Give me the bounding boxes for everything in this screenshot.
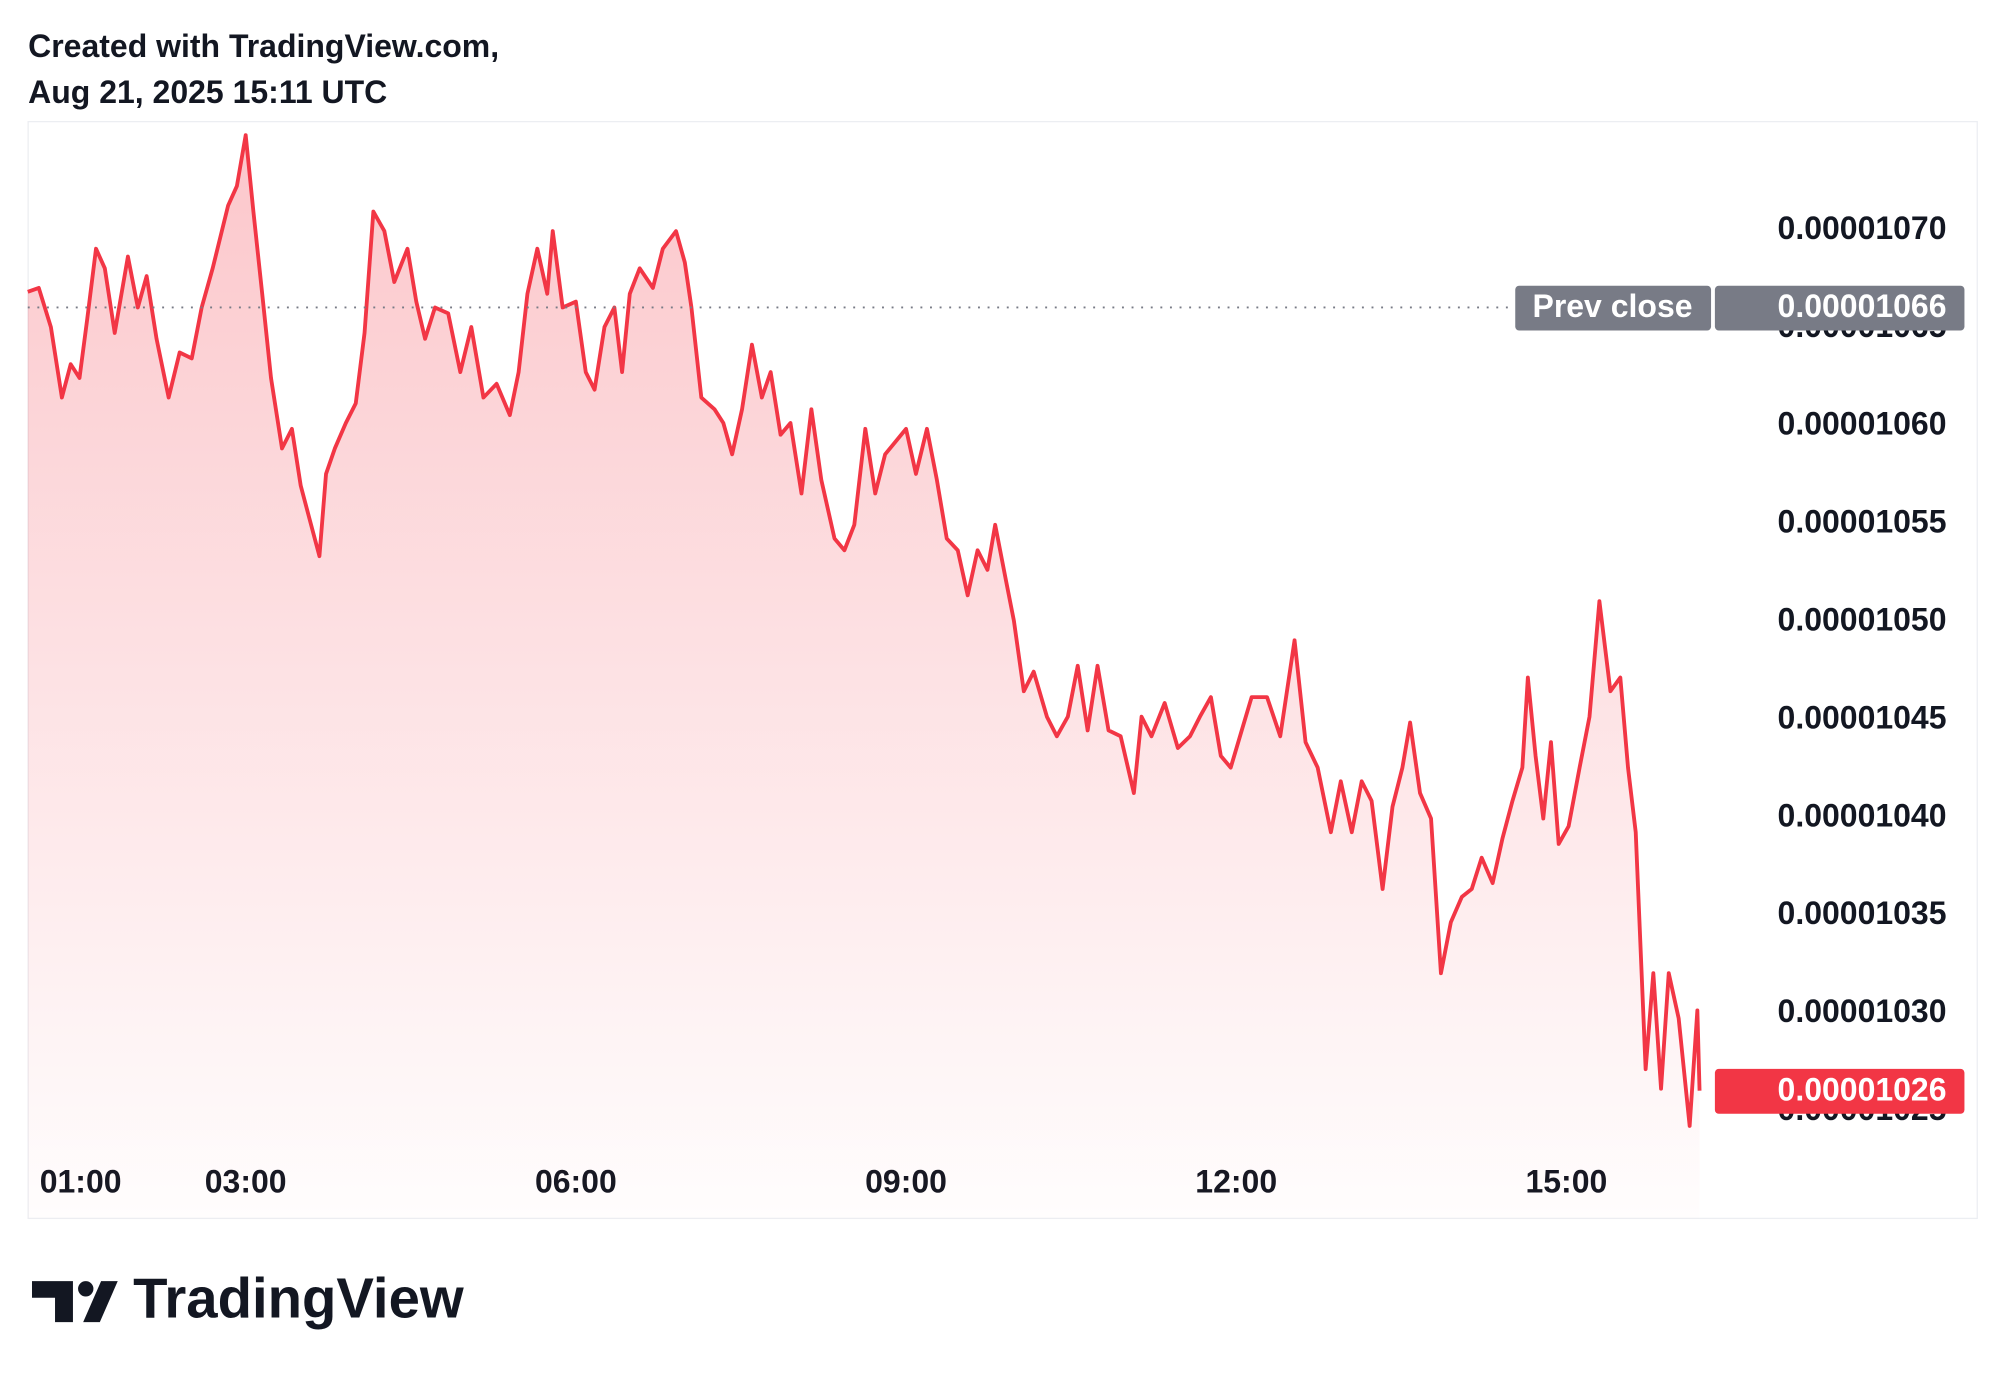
logo-icon	[31, 1281, 73, 1323]
last-price-value: 0.00001026	[1778, 1071, 1947, 1107]
y-tick-label: 0.00001055	[1778, 504, 1947, 540]
y-tick-label: 0.00001030	[1778, 993, 1947, 1029]
prev-close-value-badge	[1714, 285, 1965, 331]
y-tick-label: 0.00001070	[1778, 210, 1947, 246]
plot: 0.000010700.000010650.000010600.00001055…	[27, 133, 1965, 1219]
y-tick-label: 0.00001045	[1778, 699, 1947, 735]
prev-close-label: Prev close	[1532, 288, 1692, 324]
logo-icon	[78, 1281, 94, 1297]
area-fill	[27, 135, 1700, 1219]
y-tick-label: 0.00001035	[1778, 895, 1947, 931]
prev-close-value: 0.00001066	[1778, 288, 1947, 324]
prev-close-badge	[1515, 285, 1712, 331]
header-date: Aug 21, 2025 15:11 UTC	[28, 74, 387, 110]
y-tick-label: 0.00001060	[1778, 406, 1947, 442]
logo: TradingView	[31, 1267, 464, 1330]
logo-text: TradingView	[133, 1267, 464, 1330]
y-tick-label: 0.00001040	[1778, 797, 1947, 833]
y-tick-label: 0.00001050	[1778, 601, 1947, 637]
logo-icon	[83, 1281, 118, 1323]
price-line	[27, 133, 1702, 1128]
header-created: Created with TradingView.com,	[28, 28, 499, 64]
last-price-badge	[1714, 1068, 1965, 1114]
